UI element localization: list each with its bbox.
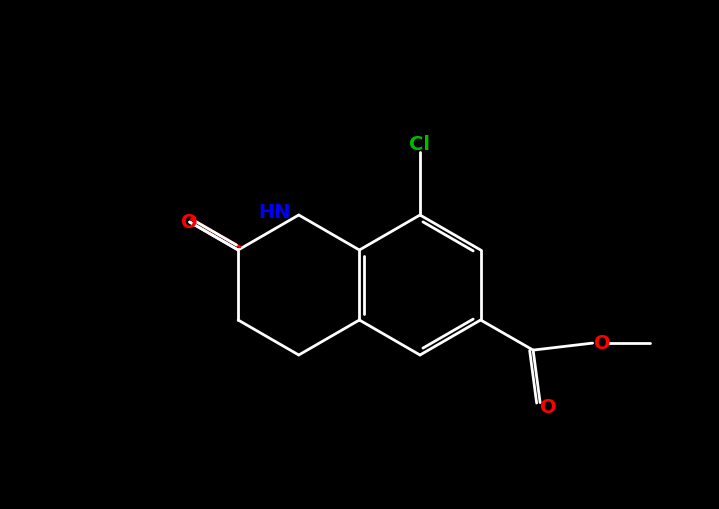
Text: Cl: Cl [410, 134, 431, 154]
Text: O: O [595, 333, 611, 353]
Text: HN: HN [258, 203, 290, 221]
Text: O: O [540, 398, 557, 417]
Text: O: O [181, 212, 198, 232]
